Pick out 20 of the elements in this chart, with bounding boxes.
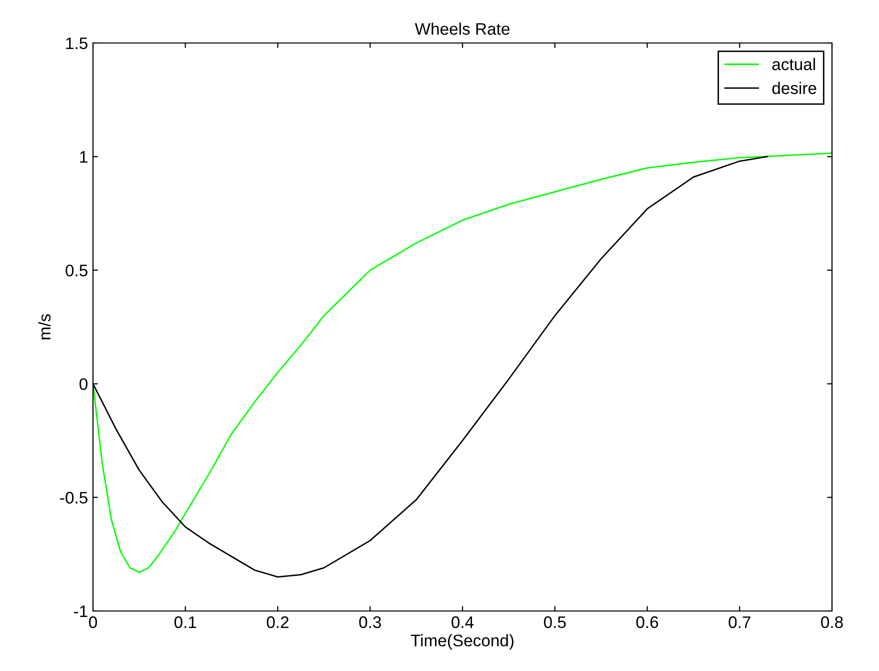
x-tick-label: 0.8 (821, 616, 843, 628)
chart-title: Wheels Rate (414, 22, 510, 35)
x-tick-label: 0.6 (636, 616, 658, 628)
y-tick-label: 0.5 (66, 264, 88, 276)
x-tick-label: 0.2 (266, 616, 288, 628)
y-tick-label: -0.5 (60, 492, 88, 504)
x-tick-label: 0.7 (728, 616, 750, 628)
y-tick-label: -1 (74, 606, 88, 618)
y-tick-label: 1.5 (66, 38, 88, 50)
x-tick-label: 0.5 (544, 616, 566, 628)
x-tick-label: 0.4 (452, 616, 474, 628)
x-axis-title: Time(Second) (410, 634, 514, 650)
y-tick-label: 1 (80, 151, 88, 163)
legend-label: desire (772, 82, 816, 94)
x-tick-label: 0 (89, 616, 97, 628)
y-tick-label: 0 (80, 378, 88, 390)
y-axis-title: m/s (38, 314, 51, 340)
x-tick-label: 0.3 (359, 616, 381, 628)
x-tick-label: 0.1 (174, 616, 196, 628)
legend-label: actual (772, 58, 815, 70)
